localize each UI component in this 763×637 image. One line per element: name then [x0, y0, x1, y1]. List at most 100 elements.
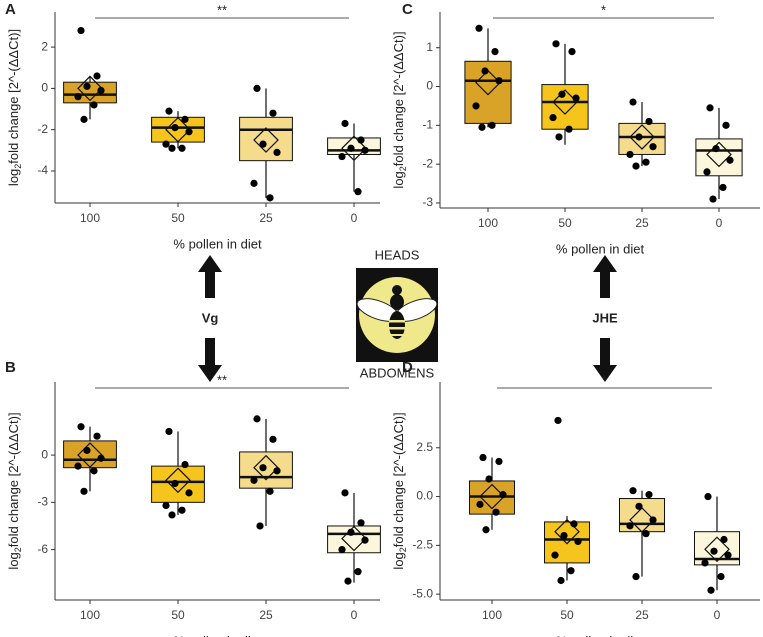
box — [327, 137, 381, 155]
data-point — [90, 101, 98, 109]
data-point — [722, 121, 730, 129]
data-point — [557, 576, 565, 585]
y-axis-label: log2fold change [2^-(ΔΔCt)] — [391, 412, 408, 569]
panel-label: D — [402, 359, 413, 376]
data-point — [74, 462, 82, 470]
data-point — [354, 188, 362, 196]
data-point — [626, 150, 634, 159]
y-label-part: 2 — [13, 547, 23, 552]
mean-diamond — [253, 454, 279, 481]
y-tick-label: -1 — [422, 118, 433, 132]
data-point — [472, 102, 480, 110]
x-tick-label: 0 — [714, 608, 721, 622]
data-point — [560, 531, 568, 540]
data-point — [479, 453, 487, 462]
y-tick-label: 0.0 — [416, 489, 433, 503]
x-tick-label: 100 — [482, 608, 502, 622]
data-point — [178, 506, 186, 514]
data-point — [649, 516, 657, 524]
data-point — [488, 121, 496, 129]
data-point — [649, 143, 657, 151]
data-point — [168, 511, 176, 519]
x-tick-label: 50 — [560, 608, 574, 622]
data-point — [491, 47, 499, 56]
data-point — [704, 492, 712, 501]
box — [151, 116, 205, 143]
mean-diamond — [253, 127, 279, 153]
data-point — [632, 572, 640, 581]
x-tick-label: 50 — [558, 216, 572, 230]
data-point — [492, 508, 500, 516]
data-point — [341, 489, 349, 497]
y-label-part: log — [391, 552, 406, 569]
y-label-part: fold change [2^-(ΔΔCt)] — [6, 29, 21, 164]
data-point — [726, 156, 734, 164]
data-point — [83, 446, 91, 454]
data-point — [181, 460, 189, 469]
significance-label: * — [602, 372, 607, 387]
x-tick-label: 50 — [171, 211, 185, 225]
data-point — [632, 162, 640, 170]
mean-diamond — [706, 141, 732, 168]
data-point — [710, 547, 718, 555]
diagram: HEADS ABDOMENS Vg JHE — [198, 247, 618, 382]
y-tick-label: -3 — [37, 495, 48, 509]
data-point — [717, 572, 725, 581]
x-axis-label: % pollen in diet — [556, 241, 645, 256]
y-label-part: log — [6, 169, 21, 186]
x-tick-label: 25 — [635, 608, 649, 622]
data-point — [250, 476, 258, 484]
data-point — [162, 140, 170, 148]
box — [239, 451, 293, 489]
x-tick-label: 0 — [351, 608, 358, 622]
data-point — [572, 94, 580, 102]
data-point — [555, 133, 563, 141]
box — [63, 440, 117, 469]
y-label-part: log — [391, 171, 406, 188]
y-tick-label: -6 — [37, 542, 48, 556]
y-axis-label: log2fold change [2^-(ΔΔCt)] — [6, 412, 23, 569]
mean-diamond — [704, 536, 730, 563]
x-tick-label: 25 — [635, 216, 649, 230]
x-axis-label: % pollen in diet — [173, 236, 262, 251]
data-point — [253, 84, 261, 92]
data-point — [495, 457, 503, 466]
data-point — [354, 568, 362, 576]
data-point — [338, 152, 346, 161]
mean-diamond — [475, 69, 501, 96]
data-point — [554, 416, 562, 425]
y-tick-label: 2.5 — [416, 440, 433, 454]
mean-diamond — [165, 467, 191, 494]
significance-label: ** — [217, 372, 227, 387]
data-point — [551, 551, 559, 559]
data-point — [626, 522, 634, 530]
data-point — [162, 501, 170, 510]
y-label-part: fold change [2^-(ΔΔCt)] — [391, 31, 406, 166]
mean-diamond — [629, 507, 655, 533]
data-point — [181, 115, 189, 123]
data-point — [165, 427, 173, 436]
y-tick-label: 0 — [41, 81, 48, 95]
mean-diamond — [165, 116, 191, 143]
mean-diamond — [554, 518, 580, 545]
data-point — [361, 146, 369, 154]
x-axis-label: % pollen in diet — [173, 633, 262, 637]
data-point — [90, 467, 98, 475]
data-point — [645, 117, 653, 126]
data-point — [481, 67, 489, 75]
data-point — [259, 464, 267, 472]
box — [327, 525, 381, 554]
data-point — [645, 491, 653, 499]
data-point — [253, 415, 261, 423]
y-tick-label: 1 — [426, 40, 433, 54]
y-tick-label: 0 — [426, 79, 433, 93]
data-point — [269, 435, 277, 443]
y-axis-label: log2fold change [2^-(ΔΔCt)] — [391, 31, 408, 188]
arrow-down — [198, 338, 222, 382]
data-point — [701, 559, 709, 567]
data-point — [565, 125, 573, 133]
data-point — [357, 519, 365, 527]
data-point — [706, 104, 714, 112]
arrow-up — [198, 255, 222, 298]
